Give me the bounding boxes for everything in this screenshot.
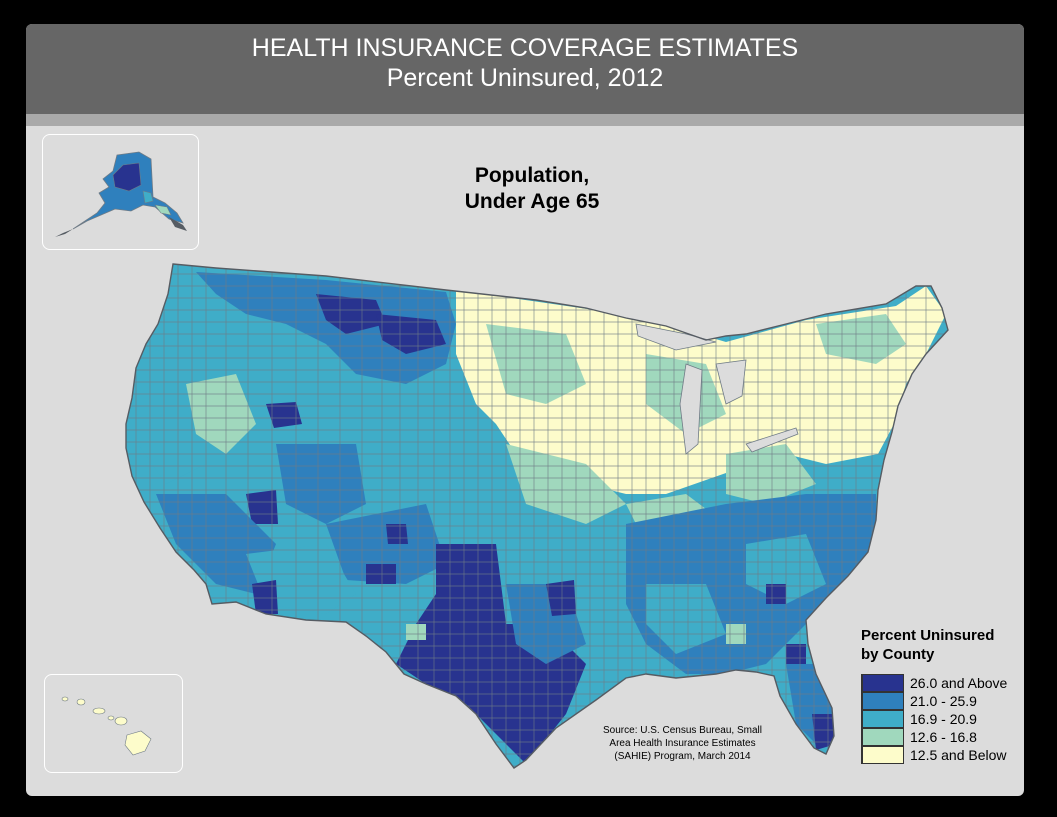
hawaii-inset <box>44 674 183 773</box>
lake-huron <box>715 359 747 405</box>
legend-label: 12.5 and Below <box>910 747 1007 763</box>
header-divider <box>26 114 1024 126</box>
legend-swatch <box>862 728 904 746</box>
source-line-3: (SAHIE) Program, March 2014 <box>614 751 751 762</box>
source-note: Source: U.S. Census Bureau, Small Area H… <box>570 724 795 763</box>
page-subtitle: Percent Uninsured, 2012 <box>386 64 664 92</box>
map-title-line-1: Population, <box>474 164 590 187</box>
legend-label: 21.0 - 25.9 <box>910 693 977 709</box>
lake-superior <box>635 323 717 351</box>
source-line-1: Source: U.S. Census Bureau, Small <box>603 725 762 736</box>
legend-item: 16.9 - 20.9 <box>861 710 1021 728</box>
hawaii-map <box>61 696 152 756</box>
county-layer <box>126 264 948 768</box>
legend-swatch <box>862 746 904 764</box>
map-title-line-2: Under Age 65 <box>464 190 600 213</box>
lake-michigan <box>679 363 703 455</box>
legend: Percent Uninsured by County 26.0 and Abo… <box>861 626 1021 764</box>
legend-title-line-2: by County <box>861 646 935 663</box>
page-title: HEALTH INSURANCE COVERAGE ESTIMATES <box>251 34 799 62</box>
legend-label: 12.6 - 16.8 <box>910 729 977 745</box>
legend-item: 12.6 - 16.8 <box>861 728 1021 746</box>
map-panel: HEALTH INSURANCE COVERAGE ESTIMATES Perc… <box>26 24 1024 796</box>
map-title: Population, Under Age 65 <box>406 163 658 215</box>
legend-title-line-1: Percent Uninsured <box>861 627 995 644</box>
source-line-2: Area Health Insurance Estimates <box>609 738 756 749</box>
alaska-inset <box>42 134 199 250</box>
legend-list: 26.0 and Above 21.0 - 25.9 16.9 - 20.9 1… <box>861 674 1021 764</box>
legend-item: 21.0 - 25.9 <box>861 692 1021 710</box>
us-outline <box>125 263 949 769</box>
legend-item: 26.0 and Above <box>861 674 1021 692</box>
lake-erie <box>745 427 799 453</box>
legend-title: Percent Uninsured by County <box>861 626 1021 664</box>
legend-swatch <box>862 674 904 692</box>
us-county-choropleth-map <box>125 263 949 769</box>
header-bar: HEALTH INSURANCE COVERAGE ESTIMATES Perc… <box>26 24 1024 114</box>
legend-swatch <box>862 692 904 710</box>
legend-label: 16.9 - 20.9 <box>910 711 977 727</box>
legend-label: 26.0 and Above <box>910 675 1008 691</box>
legend-swatch <box>862 710 904 728</box>
alaska-map <box>55 151 187 237</box>
legend-item: 12.5 and Below <box>861 746 1021 764</box>
